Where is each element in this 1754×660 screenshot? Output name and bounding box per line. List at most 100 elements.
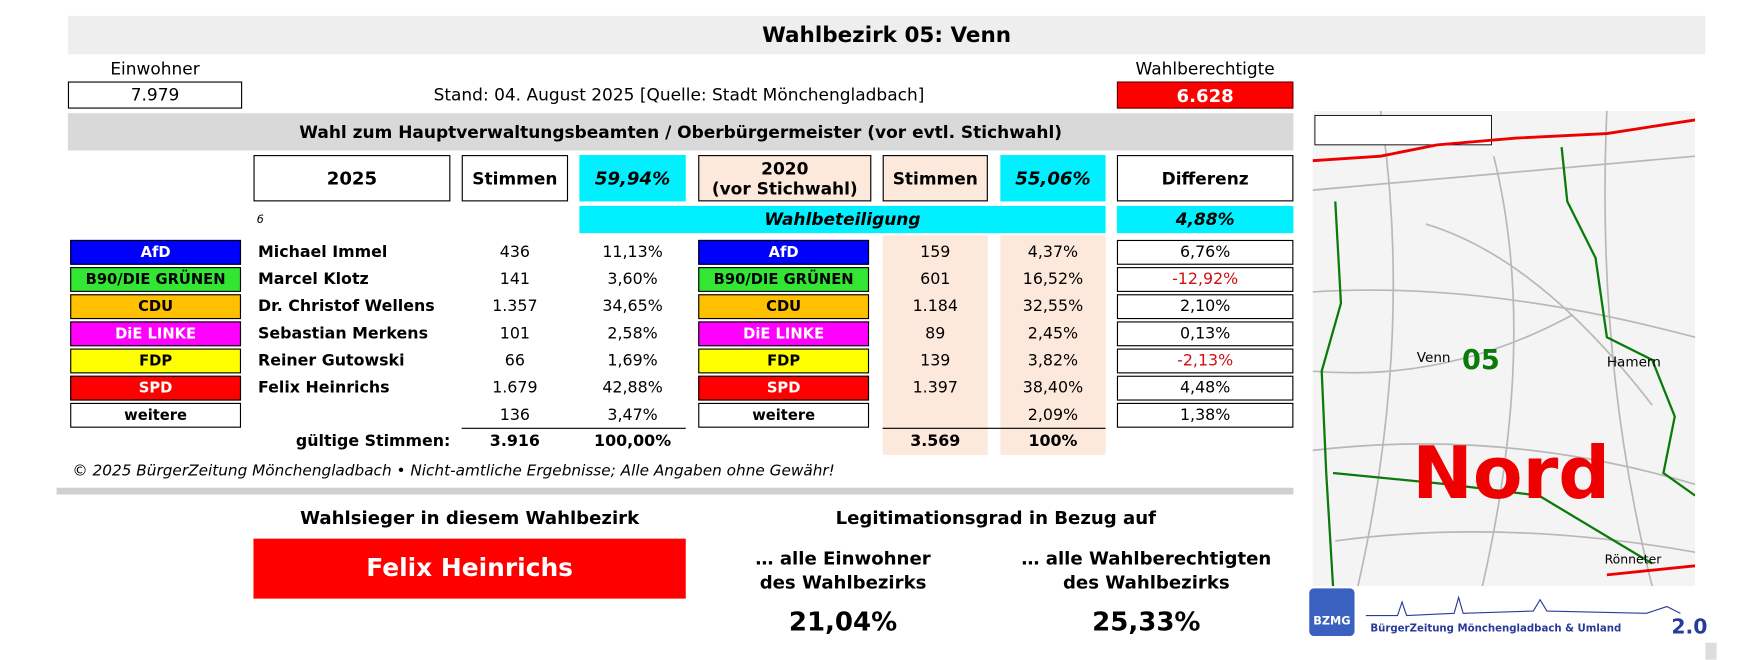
party: DiE LINKE xyxy=(70,321,242,347)
party: B90/DIE GRÜNEN xyxy=(70,267,242,292)
share: 11,13% xyxy=(602,243,663,262)
total-share: 100,00% xyxy=(594,432,672,451)
district-border xyxy=(1332,471,1653,565)
legit-line: des Wahlbezirks xyxy=(759,570,927,593)
turnout-difference: 4,88% xyxy=(1116,205,1294,234)
map-label: Venn xyxy=(1417,350,1451,366)
total-votes-prev: 3.569 xyxy=(910,432,961,451)
share: 3,60% xyxy=(607,270,658,289)
winner-title: Wahlsieger in diesem Wahlbezirk xyxy=(300,506,640,528)
logo-badge xyxy=(1309,588,1355,636)
title: Wahlbezirk 05: Venn xyxy=(67,15,1706,55)
candidate: Felix Heinrichs xyxy=(258,379,390,398)
legit-line: … alle Wahlberechtigten xyxy=(1021,547,1272,569)
border-red xyxy=(1312,118,1696,163)
footnote-mark: 6 xyxy=(256,213,264,226)
header-line: (vor Stichwahl) xyxy=(711,178,858,199)
prev-share-column xyxy=(1000,235,1106,455)
section-title: Wahl zum Hauptverwaltungsbeamten / Oberb… xyxy=(67,113,1294,151)
party: SPD xyxy=(70,375,242,401)
skyline xyxy=(1365,595,1681,617)
logo-text: BürgerZeitung Mönchengladbach & Umland xyxy=(1370,623,1621,634)
party-prev: SPD xyxy=(698,375,870,401)
share-prev: 2,09% xyxy=(1027,406,1079,425)
map-label: Nord xyxy=(1412,432,1610,516)
corner-mark xyxy=(1705,642,1717,660)
share: 2,58% xyxy=(607,324,658,343)
party-prev: DiE LINKE xyxy=(698,321,870,347)
candidate: Michael Immel xyxy=(258,243,388,262)
candidate: Marcel Klotz xyxy=(258,270,369,289)
difference: -12,92% xyxy=(1116,267,1294,292)
logo: BZMG BürgerZeitung Mönchengladbach & Uml… xyxy=(1309,588,1707,639)
share-prev: 4,37% xyxy=(1027,243,1079,262)
candidate: Reiner Gutowski xyxy=(258,351,405,371)
logo-version: 2.0 xyxy=(1671,615,1707,639)
share: 42,88% xyxy=(602,379,663,398)
legit-line: des Wahlbezirks xyxy=(1062,570,1230,593)
prev-votes-column xyxy=(882,235,988,455)
residents-value: 7.979 xyxy=(67,81,243,109)
votes: 436 xyxy=(499,243,530,262)
difference: 2,10% xyxy=(1116,294,1294,320)
turnout-label: Wahlbeteiligung xyxy=(579,205,1106,234)
difference: -2,13% xyxy=(1116,348,1294,374)
share-prev: 3,82% xyxy=(1027,351,1079,371)
note: © 2025 BürgerZeitung Mönchengladbach • N… xyxy=(72,461,835,480)
total-share-prev: 100% xyxy=(1028,432,1078,451)
votes-prev: 89 xyxy=(925,324,946,343)
legit-value: 25,33% xyxy=(1092,607,1201,638)
eligible-value: 6.628 xyxy=(1116,81,1294,109)
share-prev: 38,40% xyxy=(1022,379,1084,398)
party: weitere xyxy=(70,402,242,428)
votes: 141 xyxy=(499,270,530,289)
votes: 136 xyxy=(499,406,530,425)
share: 1,69% xyxy=(607,351,658,371)
candidate: Dr. Christof Wellens xyxy=(258,297,435,316)
residents-label: Einwohner xyxy=(110,58,200,80)
header-turnout-prev: 55,06% xyxy=(1000,155,1106,202)
votes: 1.357 xyxy=(492,297,538,316)
map-label: Hamern xyxy=(1607,355,1661,371)
votes: 1.679 xyxy=(492,379,538,398)
difference: 4,48% xyxy=(1116,375,1294,401)
party: AfD xyxy=(70,239,242,265)
status: Stand: 04. August 2025 [Quelle: Stadt Mö… xyxy=(433,84,925,106)
legit-value: 21,04% xyxy=(788,607,898,638)
header-difference: Differenz xyxy=(1116,155,1294,202)
header-year: 2025 xyxy=(253,155,451,202)
header-line: 2020 xyxy=(761,157,809,179)
legit-line: … alle Einwohner xyxy=(755,547,931,569)
streets xyxy=(1312,110,1696,587)
header-votes: Stimmen xyxy=(461,155,569,202)
map: Venn 05 Hamern Nord Rönneter xyxy=(1312,110,1696,587)
share-prev: 16,52% xyxy=(1022,270,1084,289)
district-border xyxy=(1560,146,1696,497)
total-rule xyxy=(882,427,1106,429)
map-legend xyxy=(1314,114,1492,146)
party-prev: FDP xyxy=(698,348,870,374)
district-border xyxy=(1320,201,1343,587)
legitimation-title: Legitimationsgrad in Bezug auf xyxy=(835,506,1157,528)
party-prev: AfD xyxy=(698,239,870,265)
party: CDU xyxy=(70,294,242,320)
party-prev: weitere xyxy=(698,402,870,428)
border-red xyxy=(1606,564,1696,577)
votes-prev: 601 xyxy=(920,270,951,289)
votes: 101 xyxy=(499,324,530,343)
map-label: Rönneter xyxy=(1605,552,1663,567)
party-prev: B90/DIE GRÜNEN xyxy=(698,267,870,292)
total-votes: 3.916 xyxy=(489,432,540,451)
party: FDP xyxy=(70,348,242,374)
party-prev: CDU xyxy=(698,294,870,320)
map-label: 05 xyxy=(1462,345,1500,376)
share-prev: 2,45% xyxy=(1027,324,1079,343)
votes: 66 xyxy=(504,351,525,371)
header-votes-prev: Stimmen xyxy=(882,155,988,202)
candidate: Sebastian Merkens xyxy=(258,324,429,343)
share: 3,47% xyxy=(607,406,658,425)
votes-prev: 1.397 xyxy=(912,379,958,398)
votes-prev: 159 xyxy=(920,243,951,262)
